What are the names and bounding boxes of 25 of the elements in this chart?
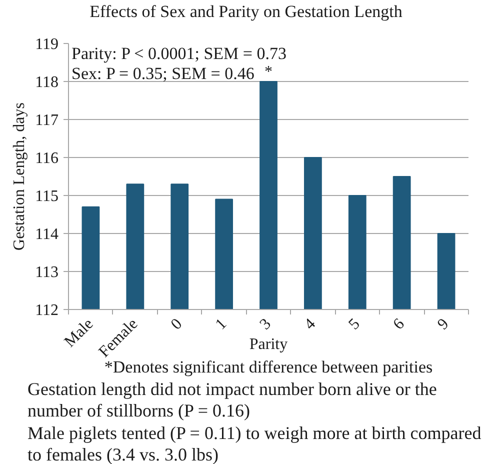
x-tick-label: 1	[212, 315, 230, 334]
y-axis-title: Gestation Length, days	[11, 102, 28, 250]
y-tick-label: 117	[35, 112, 58, 129]
x-tick-label: 0	[168, 315, 186, 334]
text: Gestation length did not impact number born alive or the number of stillborns (P = 0.16)	[28, 378, 437, 420]
y-tick-label: 118	[35, 74, 58, 91]
x-tick-label: 6	[390, 315, 408, 334]
annotation: *	[264, 64, 272, 80]
x-axis-title: Parity	[249, 336, 288, 353]
annotation: Sex: P = 0.35; SEM = 0.46	[72, 64, 254, 83]
x-tick-label: 5	[346, 315, 364, 334]
x-tick-label: 4	[301, 315, 319, 334]
text: *Denotes significant difference between parities	[104, 358, 433, 376]
y-tick-label: 116	[35, 150, 58, 167]
y-tick-label: 112	[35, 302, 58, 319]
y-tick-label: 113	[35, 264, 58, 281]
y-tick-label: 114	[35, 226, 58, 243]
chart-title: Effects of Sex and Parity on Gestation Length	[88, 1, 404, 23]
text: Male piglets tented (P = 0.11) to weigh more at birth compared to females (3.4 vs. 3.0 lbs)	[28, 422, 482, 464]
y-tick-label: 115	[35, 188, 58, 205]
y-tick-label: 119	[35, 36, 58, 53]
annotation: Parity: P < 0.0001; SEM = 0.73	[72, 44, 287, 63]
x-tick-label: 3	[256, 315, 275, 334]
x-tick-label: 9	[434, 315, 452, 334]
x-tick-label: Male	[61, 315, 97, 351]
